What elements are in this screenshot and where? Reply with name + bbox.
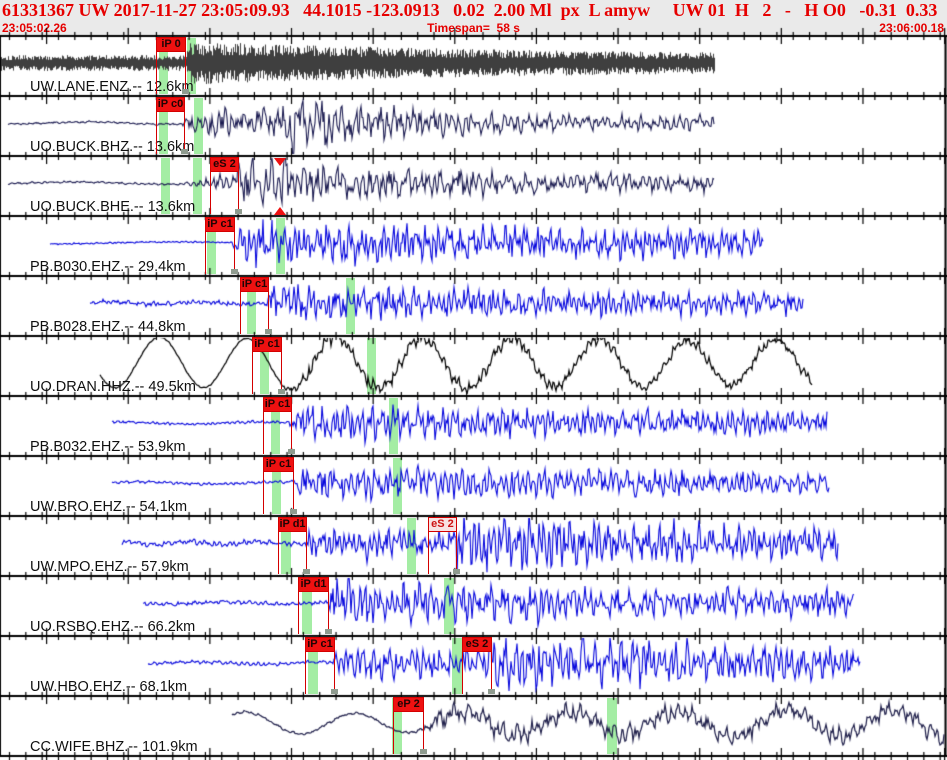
pick-label: eP 2	[393, 697, 424, 712]
station-label: UW.BRO.EHZ.-- 54.1km	[30, 499, 188, 515]
pick-label: iP c1	[252, 337, 282, 352]
station-label: UO.RSBQ.EHZ.-- 66.2km	[30, 619, 196, 635]
pick-handle[interactable]	[278, 389, 285, 394]
pick-label: iP c1	[205, 217, 235, 232]
pick-handle[interactable]	[290, 509, 297, 514]
pick-handle[interactable]	[182, 89, 189, 94]
pick-marker-ip-c1[interactable]: iP c1	[240, 277, 272, 334]
pick-handle[interactable]	[331, 689, 338, 694]
trace-panel-b030[interactable]: PB.B030.EHZ.-- 29.4km iP c1	[0, 216, 947, 276]
pick-handle[interactable]	[265, 329, 272, 334]
pick-label: iP c0	[156, 97, 185, 112]
pick-marker-ep-2[interactable]: eP 2	[393, 697, 427, 754]
trace-panel-buck-bhz[interactable]: UO.BUCK.BHZ.-- 13.6km iP c0	[0, 96, 947, 156]
pick-handle[interactable]	[420, 749, 427, 754]
pick-label: eS 2	[210, 157, 239, 172]
pick-handle[interactable]	[288, 449, 295, 454]
pick-marker-ip-0[interactable]: iP 0	[156, 37, 189, 94]
marker-triangle-down-icon	[274, 158, 286, 166]
pick-marker-ip-c1[interactable]: iP c1	[205, 217, 238, 274]
pick-label: iP c1	[240, 277, 269, 292]
pick-label: iP c1	[263, 457, 294, 472]
pick-handle[interactable]	[231, 269, 238, 274]
marker-triangle-up-icon	[274, 207, 286, 215]
trace-panel-dran[interactable]: UO.DRAN.HHZ.-- 49.5km iP c1	[0, 336, 947, 396]
trace-panel-hbo[interactable]: UW.HBO.EHZ.-- 68.1km iP c1 eS 2	[0, 636, 947, 696]
pick-label: iP d1	[298, 577, 329, 592]
pick-handle[interactable]	[181, 149, 188, 154]
pick-label: iP c1	[263, 397, 292, 412]
trace-panel-bro[interactable]: UW.BRO.EHZ.-- 54.1km iP c1	[0, 456, 947, 516]
station-label: UW.LANE.ENZ.-- 12.6km	[30, 79, 194, 95]
station-label: UO.BUCK.BHE.-- 13.6km	[30, 199, 196, 215]
station-label: UO.DRAN.HHZ.-- 49.5km	[30, 379, 196, 395]
pick-handle[interactable]	[303, 569, 310, 574]
pick-marker-ip-d1[interactable]: iP d1	[278, 517, 310, 574]
pick-marker-es-2[interactable]: eS 2	[428, 517, 460, 574]
pick-marker-ip-c0[interactable]: iP c0	[156, 97, 188, 154]
trace-panel-b028[interactable]: PB.B028.EHZ.-- 44.8km iP c1	[0, 276, 947, 336]
pick-marker-ip-c1[interactable]: iP c1	[263, 397, 295, 454]
pick-marker-ip-d1[interactable]: iP d1	[298, 577, 332, 634]
station-label: PB.B028.EHZ.-- 44.8km	[30, 319, 186, 335]
pick-handle[interactable]	[235, 209, 242, 214]
pick-marker-es-2[interactable]: eS 2	[210, 157, 242, 214]
pick-handle[interactable]	[453, 569, 460, 574]
trace-panel-mpo[interactable]: UW.MPO.EHZ.-- 57.9km iP d1 eS 2	[0, 516, 947, 576]
trace-panel-wife[interactable]: CC.WIFE.BHZ.-- 101.9km eP 2	[0, 696, 947, 756]
pick-marker-ip-c1[interactable]: iP c1	[263, 457, 297, 514]
station-label: PB.B030.EHZ.-- 29.4km	[30, 259, 186, 275]
trace-panel-rsbq[interactable]: UO.RSBQ.EHZ.-- 66.2km iP d1	[0, 576, 947, 636]
pick-marker-ip-c1[interactable]: iP c1	[305, 637, 338, 694]
station-label: UW.HBO.EHZ.-- 68.1km	[30, 679, 188, 695]
pick-handle[interactable]	[488, 689, 495, 694]
pick-label: eS 2	[428, 517, 457, 532]
pick-marker-es-2[interactable]: eS 2	[462, 637, 495, 694]
pick-handle[interactable]	[325, 629, 332, 634]
station-label: PB.B032.EHZ.-- 53.9km	[30, 439, 186, 455]
trace-panel-buck-bhe[interactable]: UO.BUCK.BHE.-- 13.6km eS 2	[0, 156, 947, 216]
station-label: UW.MPO.EHZ.-- 57.9km	[30, 559, 189, 575]
pick-marker-ip-c1[interactable]: iP c1	[252, 337, 285, 394]
station-label: CC.WIFE.BHZ.-- 101.9km	[30, 739, 198, 755]
pick-label: iP 0	[156, 37, 186, 52]
pick-label: iP c1	[305, 637, 335, 652]
trace-panel-b032[interactable]: PB.B032.EHZ.-- 53.9km iP c1	[0, 396, 947, 456]
pick-label: eS 2	[462, 637, 492, 652]
pick-label: iP d1	[278, 517, 307, 532]
trace-panel-lane[interactable]: UW.LANE.ENZ.-- 12.6km iP 0	[0, 36, 947, 96]
